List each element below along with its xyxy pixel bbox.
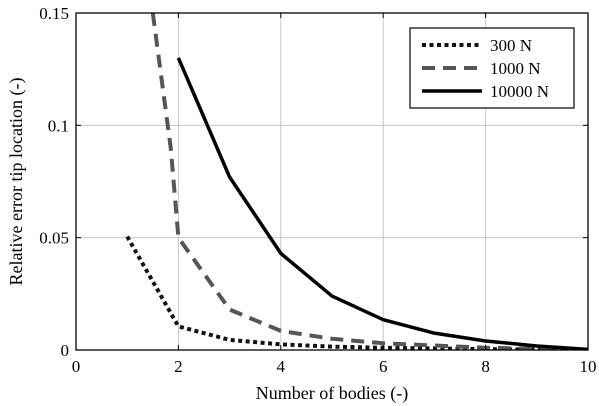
y-tick-label: 0.15 xyxy=(39,4,69,23)
y-tick-label: 0.05 xyxy=(39,229,69,248)
x-tick-label: 8 xyxy=(481,357,490,376)
x-tick-label: 2 xyxy=(174,357,183,376)
tick-labels: 0 2 4 6 8 10 0 0.05 0.1 0.15 xyxy=(39,4,596,376)
axis-ticks xyxy=(75,12,589,351)
plot-frame xyxy=(75,12,589,351)
series-line-2 xyxy=(150,13,588,350)
series-layer xyxy=(125,13,588,350)
x-axis-label: Number of bodies (-) xyxy=(256,383,408,404)
x-tick-label: 6 xyxy=(379,357,388,376)
legend: 300 N 1000 N 10000 N xyxy=(409,27,575,109)
legend-label-2: 1000 N xyxy=(490,59,541,78)
series-line-1 xyxy=(125,235,588,350)
y-axis-label: Relative error tip location (-) xyxy=(6,78,27,286)
legend-label-1: 300 N xyxy=(490,36,532,55)
y-tick-label: 0 xyxy=(61,341,70,360)
y-tick-label: 0.1 xyxy=(48,116,69,135)
x-tick-label: 4 xyxy=(277,357,286,376)
legend-label-3: 10000 N xyxy=(490,82,549,101)
legend-box xyxy=(409,27,575,109)
series-line-3 xyxy=(176,57,588,350)
x-tick-label: 0 xyxy=(72,357,81,376)
x-tick-label: 10 xyxy=(580,357,597,376)
